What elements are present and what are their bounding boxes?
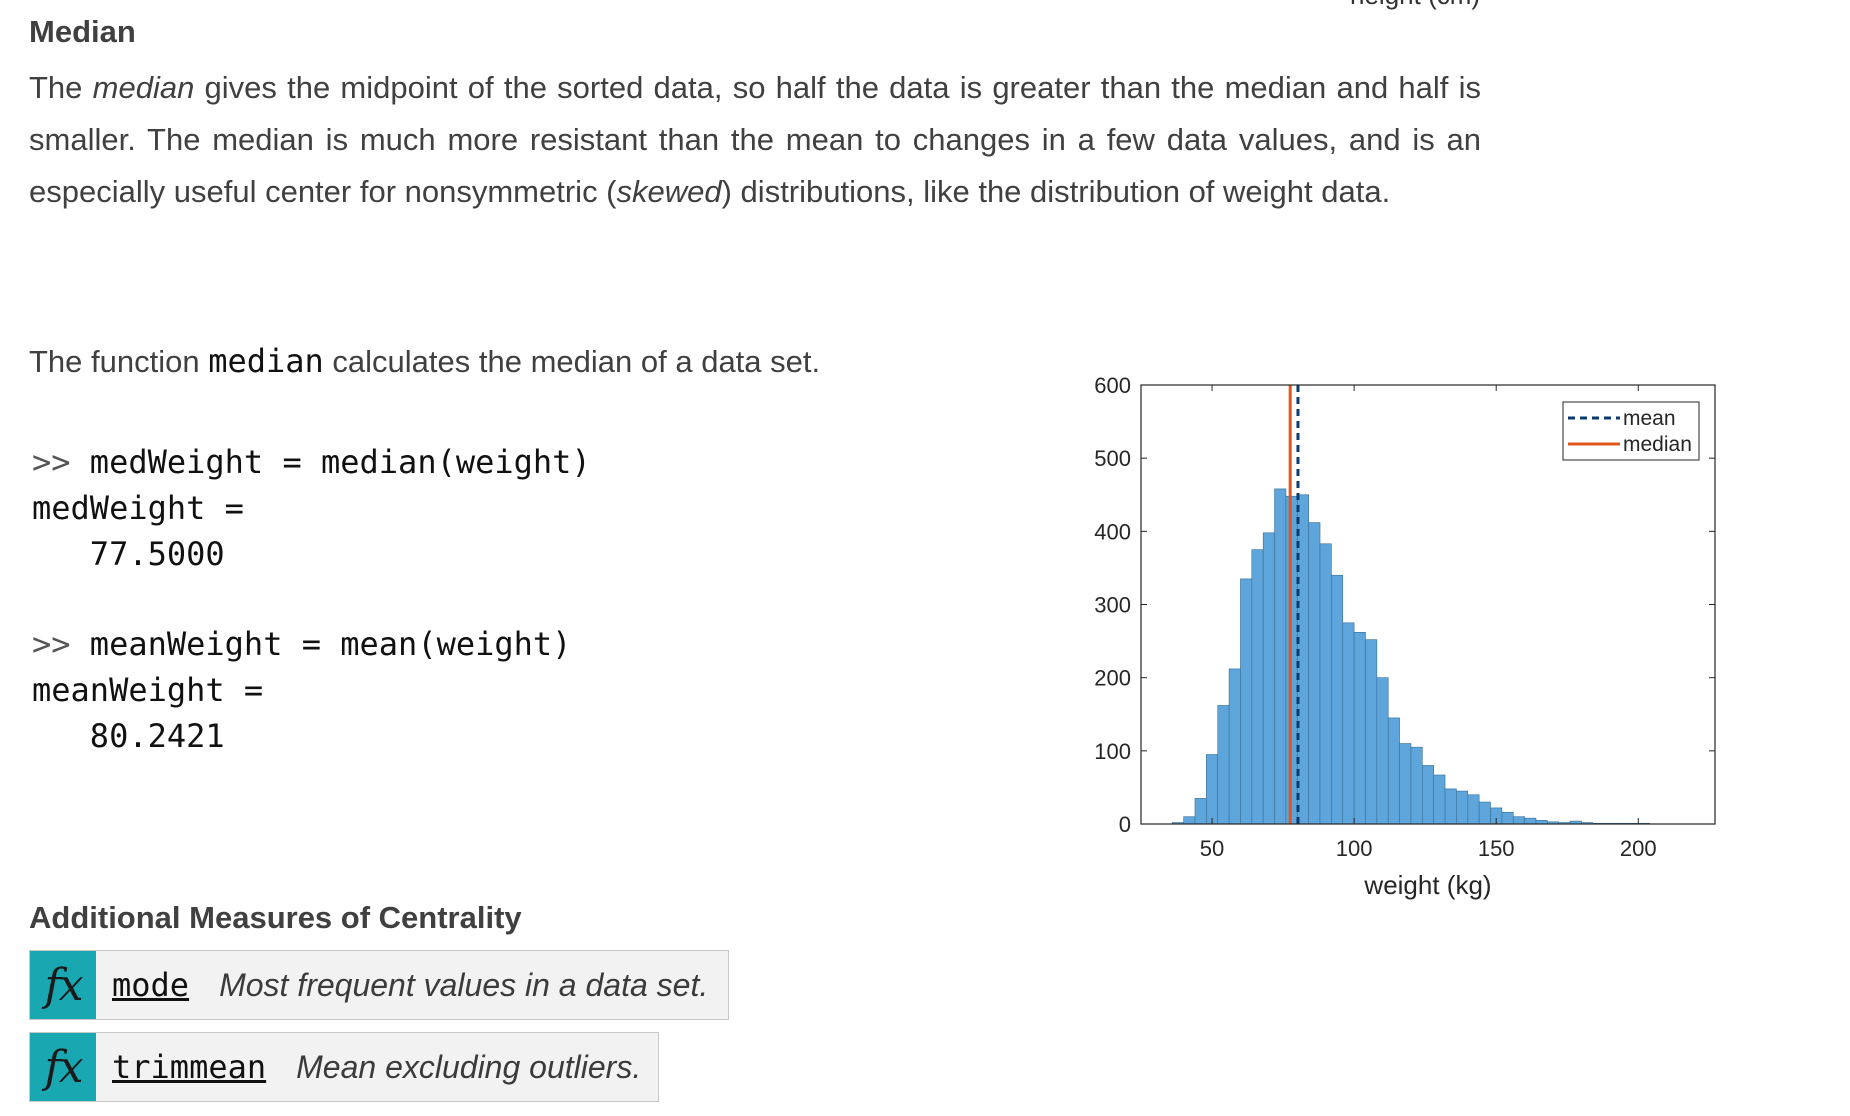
- histogram-bar: [1422, 765, 1434, 825]
- command-prompt: >>: [32, 443, 90, 481]
- histogram-bar: [1433, 774, 1446, 825]
- para-text: The: [29, 70, 93, 105]
- histogram-bar: [1183, 816, 1196, 825]
- histogram-bar: [1353, 632, 1366, 825]
- y-tick-label: 300: [1094, 593, 1131, 618]
- histogram-bar: [1478, 801, 1491, 825]
- weight-histogram-chart: 50 100 150 200 0 100 200 300 400 500 600 weight (k…: [1094, 373, 1716, 900]
- additional-measures-heading: Additional Measures of Centrality: [29, 900, 522, 935]
- previous-chart-xlabel: height (cm): [1350, 0, 1480, 11]
- histogram-bar: [1512, 816, 1525, 825]
- histogram-bar: [1194, 798, 1207, 825]
- median-heading: Median: [29, 14, 136, 49]
- y-tick-label: 100: [1094, 739, 1131, 764]
- code-output-value-mean: 80.2421: [32, 717, 225, 755]
- histogram-bar: [1387, 717, 1400, 825]
- histogram-bar: [1228, 668, 1241, 825]
- sentence-text: The function: [29, 344, 209, 379]
- x-tick-label: 100: [1336, 836, 1373, 861]
- y-tick-label: 500: [1094, 446, 1131, 471]
- histogram-bar: [1217, 705, 1230, 825]
- x-tick-label: 50: [1200, 836, 1224, 861]
- para-text: ) distributions, like the distribution o…: [721, 174, 1391, 209]
- x-tick-label: 150: [1478, 836, 1515, 861]
- histogram-bar: [1501, 811, 1514, 825]
- histogram-bars: [1171, 488, 1650, 825]
- histogram-bar: [1342, 622, 1355, 825]
- histogram-bar: [1262, 532, 1275, 825]
- histogram-bar: [1319, 543, 1332, 825]
- histogram-bar: [1456, 790, 1469, 825]
- y-tick-label: 600: [1094, 373, 1131, 398]
- code-command-median: >> medWeight = median(weight): [32, 443, 591, 481]
- y-tick-label: 400: [1094, 519, 1131, 544]
- command-prompt: >>: [32, 625, 90, 663]
- histogram-bar: [1399, 743, 1412, 825]
- legend-box: [1562, 401, 1700, 461]
- code-output-label-median: medWeight =: [32, 489, 244, 527]
- code-output-label-mean: meanWeight =: [32, 671, 264, 709]
- axes-box: [1140, 384, 1716, 825]
- histogram-bar: [1365, 639, 1378, 825]
- histogram-bar: [1524, 817, 1537, 825]
- function-icon: fx: [30, 951, 96, 1019]
- para-median-term: median: [92, 70, 195, 105]
- function-icon: fx: [30, 1033, 96, 1101]
- histogram-bar: [1444, 788, 1457, 825]
- x-tick-label: 200: [1620, 836, 1657, 861]
- chart-legend: mean median: [1562, 401, 1700, 461]
- trimmean-function-link[interactable]: trimmean: [112, 1048, 267, 1086]
- para-text: gives the midpoint of the sorted data, s…: [29, 70, 1482, 209]
- mode-function-link[interactable]: mode: [112, 966, 190, 1004]
- axis-ticks: 50 100 150 200 0 100 200 300 400 500 600: [1094, 373, 1715, 861]
- command-text: meanWeight = mean(weight): [89, 625, 572, 663]
- x-axis-label: weight (kg): [1363, 870, 1491, 900]
- histogram-bar: [1251, 549, 1264, 825]
- code-command-mean: >> meanWeight = mean(weight): [32, 625, 571, 663]
- inline-code-median: median: [208, 342, 324, 380]
- command-text: medWeight = median(weight): [89, 443, 591, 481]
- sentence-text: calculates the median of a data set.: [323, 344, 821, 379]
- trimmean-description: Mean excluding outliers.: [296, 1048, 642, 1085]
- para-skewed-term: skewed: [616, 174, 722, 209]
- median-paragraph: The median gives the midpoint of the sor…: [29, 62, 1481, 218]
- histogram-bar: [1274, 488, 1287, 825]
- code-output-value-median: 77.5000: [32, 535, 225, 573]
- histogram-bar: [1376, 677, 1389, 825]
- histogram-bar: [1410, 746, 1423, 825]
- legend-median-label: median: [1623, 433, 1692, 456]
- histogram-bar: [1206, 754, 1219, 825]
- histogram-bar: [1308, 522, 1321, 825]
- histogram-bar: [1240, 578, 1253, 825]
- y-tick-label: 200: [1094, 666, 1131, 691]
- function-sentence: The function median calculates the media…: [29, 342, 820, 380]
- mode-description: Most frequent values in a data set.: [219, 966, 709, 1003]
- function-card-trimmean[interactable]: fx trimmean Mean excluding outliers.: [29, 1032, 659, 1102]
- histogram-bar: [1331, 574, 1344, 825]
- function-card-mode[interactable]: fx mode Most frequent values in a data s…: [29, 950, 729, 1020]
- y-tick-label: 0: [1119, 812, 1131, 837]
- histogram-bar: [1467, 794, 1480, 825]
- legend-mean-label: mean: [1623, 407, 1676, 430]
